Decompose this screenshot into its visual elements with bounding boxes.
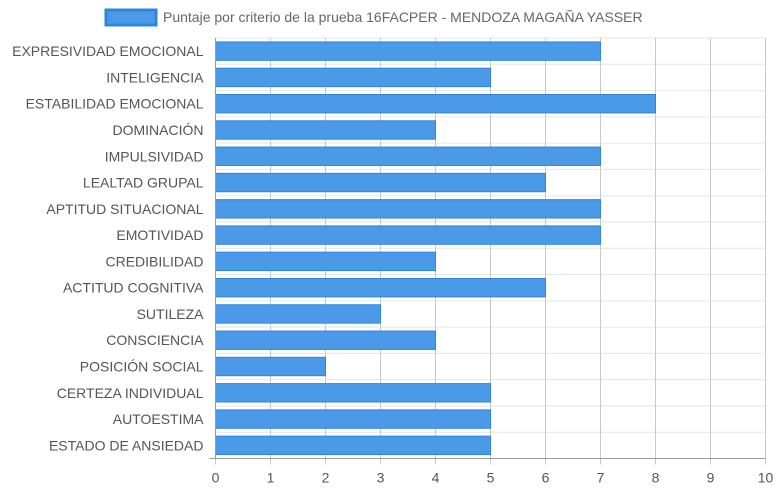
bar [215,383,491,403]
category-label: POSICIÓN SOCIAL [80,359,204,375]
bars [215,41,656,456]
category-label: CERTEZA INDIVIDUAL [57,385,204,401]
category-label: CONSCIENCIA [106,332,204,348]
bar [215,304,381,324]
bar [215,120,436,140]
bar [215,172,546,193]
bar [215,199,601,219]
bar [215,251,436,272]
category-label: CREDIBILIDAD [105,253,203,269]
bar [215,41,601,61]
category-label: ACTITUD COGNITIVA [63,280,204,296]
category-label: SUTILEZA [137,306,205,322]
category-labels: EXPRESIVIDAD EMOCIONAL INTELIGENCIA ESTABI… [12,43,204,453]
bar [215,67,491,88]
category-label: LEALTAD GRUPAL [83,175,204,191]
bar [215,356,326,377]
bar [215,330,436,350]
category-label: AUTOESTIMA [113,411,204,427]
x-tick-label: 5 [487,470,495,486]
bar [215,409,491,429]
legend-swatch [104,8,158,27]
category-label: EMOTIVIDAD [116,227,203,243]
x-tick-label: 8 [652,470,660,486]
x-tick-label: 10 [758,470,774,486]
axes [209,38,766,459]
x-tick-labels: 0 1 2 3 4 5 6 7 8 9 10 [212,470,774,486]
x-tick-label: 2 [322,470,330,486]
legend-label: Puntaje por criterio de la prueba 16FACP… [163,9,643,25]
bar [215,94,656,114]
bar [215,435,491,456]
legend[interactable]: Puntaje por criterio de la prueba 16FACP… [104,8,643,27]
category-label: EXPRESIVIDAD EMOCIONAL [12,43,204,59]
category-label: IMPULSIVIDAD [105,148,204,164]
bar [215,146,601,166]
x-tick-label: 0 [212,470,220,486]
category-label: DOMINACIÓN [113,122,204,138]
x-tick-label: 6 [542,470,550,486]
category-label: ESTADO DE ANSIEDAD [49,437,204,453]
x-tick-label: 3 [377,470,385,486]
x-tick-label: 1 [267,470,275,486]
category-label: INTELIGENCIA [106,69,204,85]
x-tick-label: 9 [707,470,715,486]
x-tick-label: 4 [432,470,440,486]
category-label: APTITUD SITUACIONAL [46,201,203,217]
bar [215,225,601,245]
x-tick-label: 7 [597,470,605,486]
bar [215,277,546,298]
category-label: ESTABILIDAD EMOCIONAL [26,96,204,112]
